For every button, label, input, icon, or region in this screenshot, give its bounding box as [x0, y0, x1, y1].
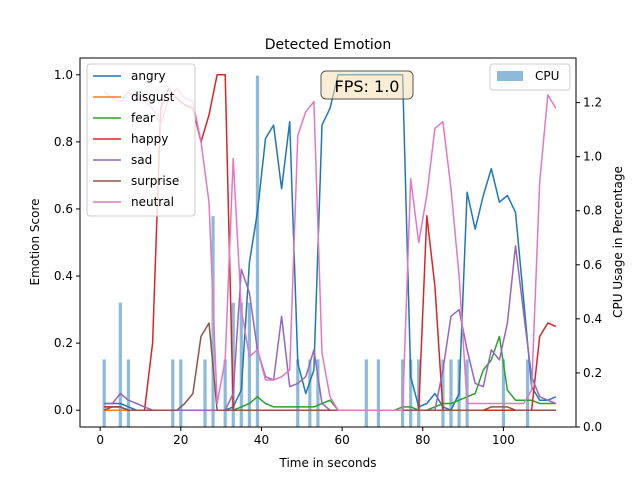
cpu-bar: [308, 359, 312, 427]
y-axis-ticks: 0.0 0.2 0.4 0.6 0.8 1.0: [54, 68, 80, 417]
cpu-bar: [255, 75, 260, 428]
cpu-bar: [449, 359, 453, 427]
x-tick-label: 60: [334, 433, 349, 447]
plot-frame: [79, 57, 577, 428]
cpu-bar: [247, 302, 251, 427]
y2-tick-label: 0.8: [583, 204, 602, 218]
y2-tick-label: 0.2: [583, 366, 602, 380]
legend-emotions: angry disgust fear happy sad surprise neutral: [86, 63, 196, 217]
legend-label-cpu: CPU: [535, 69, 559, 83]
legend-label-fear: fear: [131, 111, 155, 125]
cpu-bar: [223, 359, 227, 427]
y-tick-label: 0.0: [54, 403, 73, 417]
y2-axis-label: CPU Usage in Percentage: [611, 166, 625, 318]
legend-label-angry: angry: [131, 69, 166, 83]
legend-label-happy: happy: [131, 132, 168, 146]
series-line-surprise: [103, 322, 556, 411]
cpu-bar: [231, 302, 235, 427]
chart-title: Detected Emotion: [265, 37, 392, 53]
y-axis-label: Emotion Score: [28, 198, 42, 285]
cpu-bar: [118, 302, 122, 427]
cpu-bar: [441, 359, 445, 427]
x-axis-ticks: 0 20 40 60 80 100: [96, 427, 515, 447]
y-tick-label: 0.8: [54, 135, 73, 149]
x-tick-label: 0: [96, 433, 104, 447]
cpu-bar: [203, 359, 207, 427]
x-tick-label: 100: [492, 433, 515, 447]
cpu-bar: [501, 359, 506, 427]
y-tick-label: 0.6: [54, 202, 73, 216]
cpu-bar: [179, 359, 183, 427]
legend-label-sad: sad: [131, 153, 152, 167]
legend-label-neutral: neutral: [131, 195, 174, 209]
cpu-bar: [376, 359, 381, 427]
cpu-bar: [296, 359, 300, 427]
y2-tick-label: 0.6: [583, 258, 602, 272]
cpu-bar: [526, 359, 530, 427]
cpu-bar: [316, 359, 320, 427]
y-tick-label: 0.2: [54, 336, 73, 350]
x-tick-label: 40: [254, 433, 269, 447]
cpu-bar: [126, 359, 130, 427]
y2-tick-label: 0.4: [583, 312, 602, 326]
legend-label-surprise: surprise: [131, 174, 179, 188]
cpu-bar: [364, 359, 368, 427]
legend-swatch-cpu: [497, 71, 523, 81]
fps-annotation: FPS: 1.0: [320, 70, 414, 100]
cpu-bar: [171, 359, 175, 427]
y-tick-label: 0.4: [54, 269, 73, 283]
fps-text: FPS: 1.0: [335, 77, 400, 96]
cpu-bar: [409, 359, 413, 427]
y2-tick-label: 1.0: [583, 150, 602, 164]
cpu-bar: [239, 302, 243, 427]
y2-axis-ticks: 0.0 0.2 0.4 0.6 0.8 1.0 1.2: [576, 96, 602, 434]
x-tick-label: 20: [173, 433, 188, 447]
cpu-bar: [102, 359, 106, 427]
y2-tick-label: 0.0: [583, 420, 602, 434]
legend-cpu: CPU: [489, 63, 571, 91]
x-axis-label: Time in seconds: [279, 456, 377, 470]
x-tick-label: 80: [415, 433, 430, 447]
legend-label-disgust: disgust: [131, 90, 175, 104]
y2-tick-label: 1.2: [583, 96, 602, 110]
y-tick-label: 1.0: [54, 68, 73, 82]
